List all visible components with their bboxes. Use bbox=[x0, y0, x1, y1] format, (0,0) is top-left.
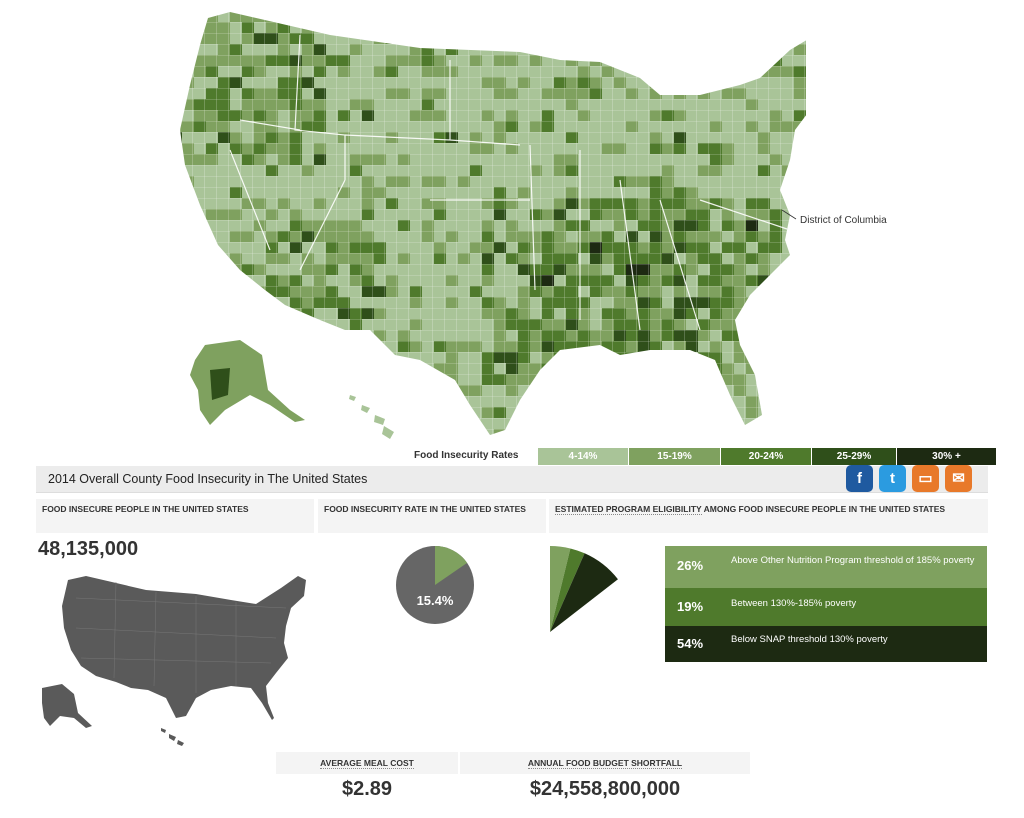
eligibility-row-130-185: 19% Between 130%-185% poverty bbox=[665, 588, 987, 626]
eligibility-pct: 54% bbox=[677, 636, 704, 651]
legend-bin-1[interactable]: 4-14% bbox=[538, 448, 628, 465]
eligibility-fan-slice-1 bbox=[550, 546, 571, 632]
legend-bin-2[interactable]: 15-19% bbox=[629, 448, 720, 465]
us-silhouette-map bbox=[42, 576, 306, 746]
eligibility-fan-chart bbox=[550, 546, 618, 632]
budget-value: $24,558,800,000 bbox=[529, 778, 681, 800]
twitter-icon[interactable]: t bbox=[879, 465, 906, 492]
eligibility-pct: 26% bbox=[677, 558, 704, 573]
eligibility-header: ESTIMATED PROGRAM ELIGIBILITY AMONG FOOD… bbox=[549, 499, 988, 533]
us-county-choropleth[interactable]: District of Columbia bbox=[0, 0, 1024, 446]
eligibility-row-above-185: 26% Above Other Nutrition Program thresh… bbox=[665, 546, 987, 588]
eligibility-pct: 19% bbox=[677, 599, 704, 614]
eligibility-text: Above Other Nutrition Program threshold … bbox=[731, 555, 975, 566]
people-header: FOOD INSECURE PEOPLE IN THE UNITED STATE… bbox=[36, 499, 314, 533]
meal-cost-value: $2.89 bbox=[341, 778, 393, 800]
alaska-shape[interactable] bbox=[190, 340, 305, 425]
people-value: 48,135,000 bbox=[38, 538, 139, 560]
print-icon[interactable]: ▭ bbox=[912, 465, 939, 492]
panel-title-bar: 2014 Overall County Food Insecurity in T… bbox=[36, 466, 988, 493]
rate-value: 15.4% bbox=[417, 593, 454, 608]
eligibility-row-below-130: 54% Below SNAP threshold 130% poverty bbox=[665, 626, 987, 662]
eligibility-fan-slice-2 bbox=[550, 548, 585, 632]
legend-bin-4[interactable]: 25-29% bbox=[812, 448, 896, 465]
legend-bin-3[interactable]: 20-24% bbox=[721, 448, 811, 465]
rate-pie-chart: 15.4% bbox=[396, 546, 474, 624]
meal-cost-header: AVERAGE MEAL COST bbox=[276, 752, 458, 774]
legend: Food Insecurity Rates 4-14% 15-19% 20-24… bbox=[0, 448, 1024, 466]
legend-bin-5[interactable]: 30% + bbox=[897, 448, 996, 465]
budget-header: ANNUAL FOOD BUDGET SHORTFALL bbox=[460, 752, 750, 774]
hawaii-shape[interactable] bbox=[349, 395, 394, 439]
eligibility-text: Below SNAP threshold 130% poverty bbox=[731, 634, 888, 645]
dc-callout-label: District of Columbia bbox=[800, 215, 887, 226]
rate-header: FOOD INSECURITY RATE IN THE UNITED STATE… bbox=[318, 499, 546, 533]
eligibility-text: Between 130%-185% poverty bbox=[731, 598, 857, 609]
rate-pie-slice bbox=[435, 546, 468, 585]
eligibility-fan-slices bbox=[550, 546, 618, 632]
eligibility-header-link[interactable]: ESTIMATED PROGRAM ELIGIBILITY bbox=[555, 504, 702, 515]
panel-title: 2014 Overall County Food Insecurity in T… bbox=[48, 472, 368, 486]
legend-label: Food Insecurity Rates bbox=[414, 450, 519, 461]
email-icon[interactable]: ✉ bbox=[945, 465, 972, 492]
facebook-icon[interactable]: f bbox=[846, 465, 873, 492]
county-map[interactable]: District of Columbia bbox=[0, 0, 1024, 446]
eligibility-fan-slice-3 bbox=[550, 553, 618, 632]
